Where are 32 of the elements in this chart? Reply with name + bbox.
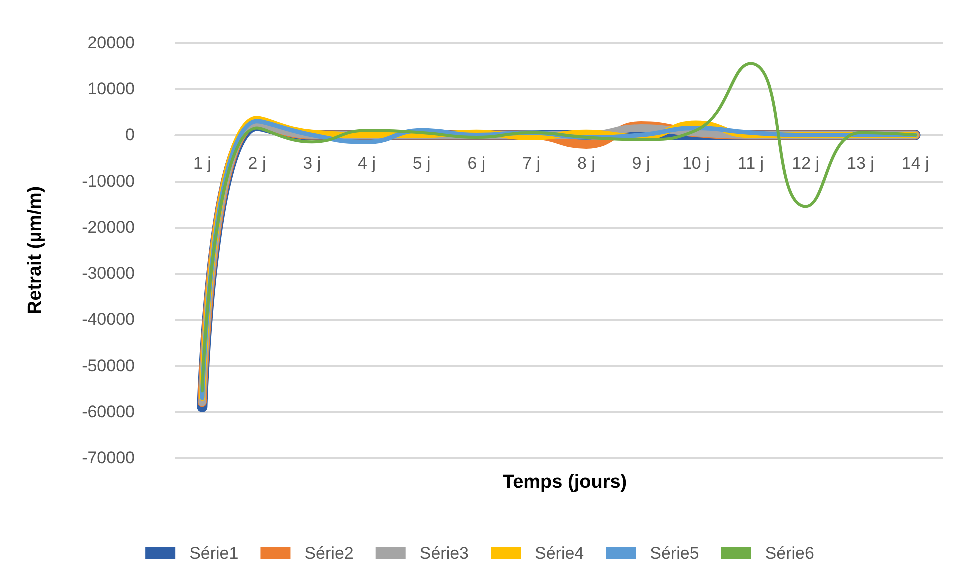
x-tick-label: 14 j — [902, 154, 930, 174]
x-tick-label: 6 j — [468, 154, 486, 174]
x-tick-label: 9 j — [632, 154, 650, 174]
legend-label: Série1 — [190, 544, 239, 563]
x-tick-label: 12 j — [792, 154, 820, 174]
x-tick-label: 3 j — [303, 154, 322, 174]
legend-label: Série5 — [650, 544, 700, 563]
x-tick-label: 11 j — [738, 154, 764, 174]
y-tick-label: -10000 — [82, 172, 135, 191]
legend-label: Série2 — [304, 544, 354, 563]
x-tick-label: 10 j — [682, 154, 710, 174]
x-tick-label: 5 j — [412, 154, 431, 174]
x-tick-label: 7 j — [522, 154, 541, 174]
y-tick-label: -40000 — [82, 310, 135, 330]
legend-label: Série6 — [765, 544, 814, 563]
y-tick-label: 20000 — [88, 34, 135, 52]
legend-label: Série4 — [535, 544, 584, 563]
y-tick-label: 10000 — [88, 80, 135, 99]
y-tick-label: -50000 — [82, 356, 135, 376]
y-tick-label: -20000 — [82, 218, 135, 237]
x-axis-title: Temps (jours) — [502, 472, 628, 493]
x-tick-label: 8 j — [577, 154, 596, 174]
y-axis-title: Retrait (µm/m) — [25, 186, 46, 315]
y-tick-label: -60000 — [82, 402, 135, 422]
x-tick-label: 4 j — [358, 154, 376, 174]
x-tick-label: 1 j — [193, 154, 212, 174]
y-tick-label: -70000 — [82, 448, 135, 468]
legend-label: Série3 — [420, 544, 469, 563]
x-tick-label: 2 j — [248, 154, 266, 174]
y-tick-label: -30000 — [82, 264, 135, 284]
x-tick-label: 13 j — [847, 154, 874, 174]
y-tick-label: 0 — [126, 126, 135, 145]
